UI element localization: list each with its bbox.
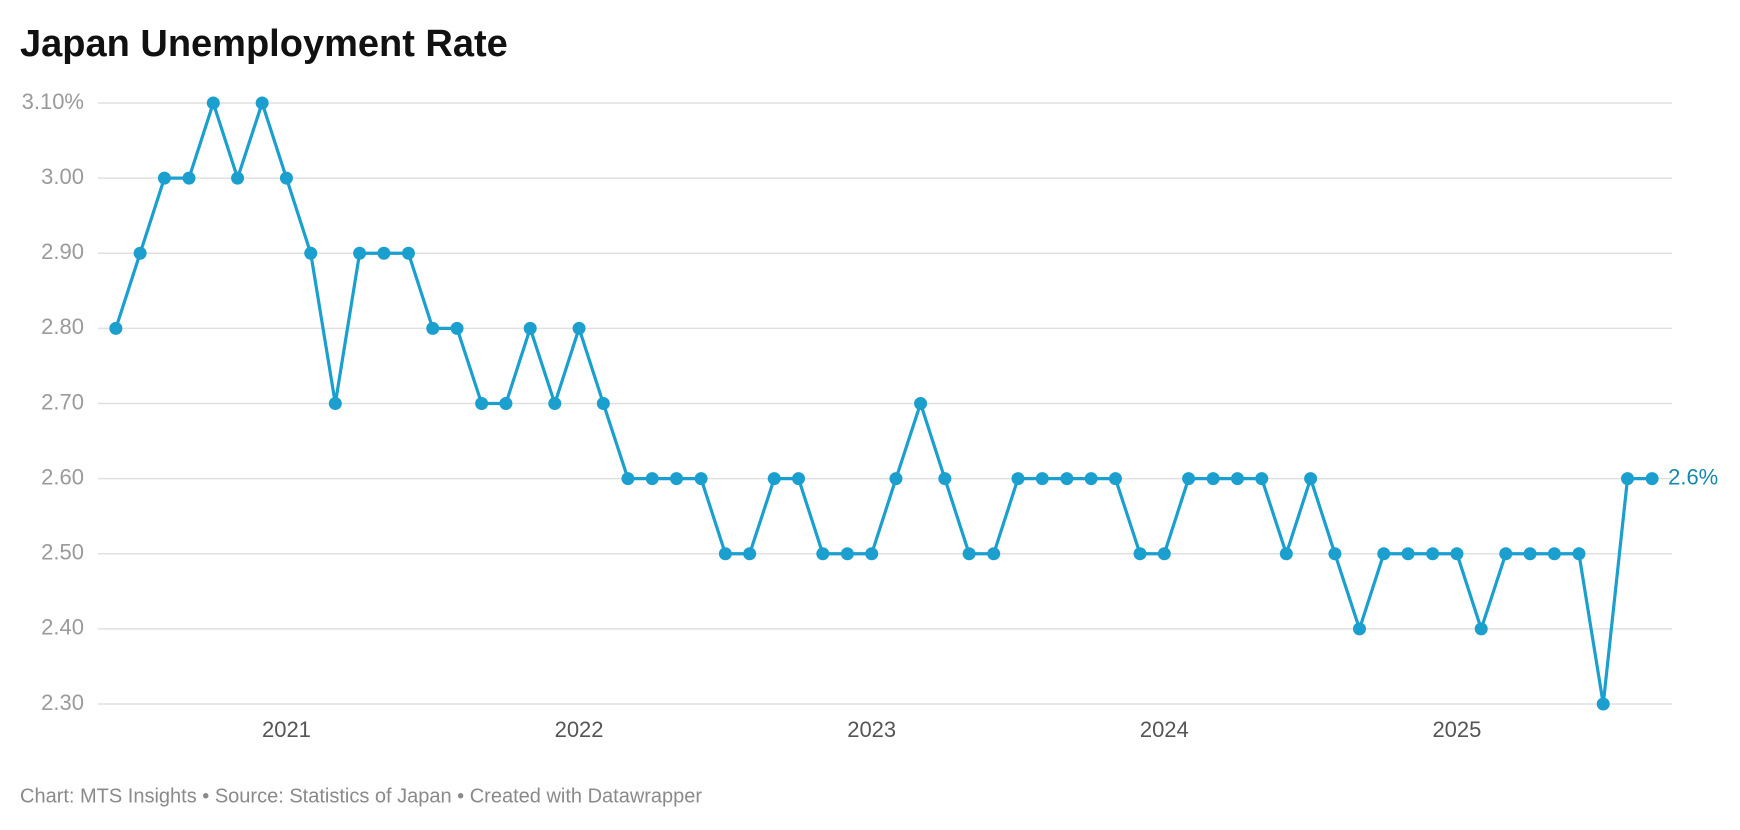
point (596, 397, 610, 410)
point (645, 472, 659, 486)
footer: Chart: MTS Insights • Source: Statistics… (20, 785, 702, 807)
x-tick-label: 2025 (1432, 717, 1481, 742)
point (206, 96, 220, 110)
point (133, 246, 147, 260)
point (1133, 547, 1147, 561)
point (1645, 472, 1659, 486)
point (938, 472, 952, 486)
point (889, 472, 903, 486)
chart-title: Japan Unemployment Rate (20, 23, 508, 65)
point (279, 171, 293, 185)
point (816, 547, 830, 561)
point (1499, 547, 1513, 561)
point (1279, 547, 1293, 561)
point (1157, 547, 1171, 561)
point (865, 547, 879, 561)
point (572, 321, 586, 335)
point (1108, 472, 1122, 486)
point (767, 472, 781, 486)
point (1596, 697, 1610, 711)
point (426, 321, 440, 335)
point (157, 171, 171, 185)
point (1523, 547, 1537, 561)
point (1328, 547, 1342, 561)
point (377, 246, 391, 260)
y-tick-label: 2.60 (41, 464, 84, 489)
line (114, 101, 1653, 706)
point (255, 96, 269, 110)
point (231, 171, 245, 185)
point (792, 472, 806, 486)
point (1084, 472, 1098, 486)
point (1304, 472, 1318, 486)
point (548, 397, 562, 410)
x-tick-label: 2022 (555, 717, 604, 742)
point (987, 547, 1001, 561)
y-tick-label: 3.10% (22, 89, 84, 114)
y-tick-label: 2.40 (41, 615, 84, 640)
point (621, 472, 635, 486)
point (1230, 472, 1244, 486)
point (475, 397, 489, 410)
point (743, 547, 757, 561)
point (1377, 547, 1391, 561)
value-label: 2.6% (1668, 464, 1718, 489)
y-tick-label: 2.90 (41, 239, 84, 264)
point (1011, 472, 1025, 486)
point (914, 397, 928, 410)
point (1621, 472, 1635, 486)
point (1035, 472, 1049, 486)
point (840, 547, 854, 561)
point (962, 547, 976, 561)
point (694, 472, 708, 486)
point (1352, 622, 1366, 636)
point (1547, 547, 1561, 561)
point (328, 397, 342, 410)
point (499, 397, 513, 410)
y-tick-label: 2.70 (41, 389, 84, 414)
point (1426, 547, 1440, 561)
x-tick-label: 2021 (262, 717, 311, 742)
point (1255, 472, 1269, 486)
point (1060, 472, 1074, 486)
y-tick-label: 3.00 (41, 164, 84, 189)
point (1182, 472, 1196, 486)
point (1450, 547, 1464, 561)
point (523, 321, 537, 335)
point (182, 171, 196, 185)
y-tick-label: 2.80 (41, 314, 84, 339)
point (670, 472, 684, 486)
point (1474, 622, 1488, 636)
point (1401, 547, 1415, 561)
point (109, 321, 123, 335)
point (450, 321, 464, 335)
x-tick-label: 2024 (1140, 717, 1189, 742)
point (304, 246, 318, 260)
y-tick-label: 2.50 (41, 540, 84, 565)
point (1206, 472, 1220, 486)
point (401, 246, 415, 260)
point (353, 246, 367, 260)
point (718, 547, 732, 561)
x-tick-label: 2023 (847, 717, 896, 742)
point (1572, 547, 1586, 561)
y-tick-label: 2.30 (41, 690, 84, 715)
